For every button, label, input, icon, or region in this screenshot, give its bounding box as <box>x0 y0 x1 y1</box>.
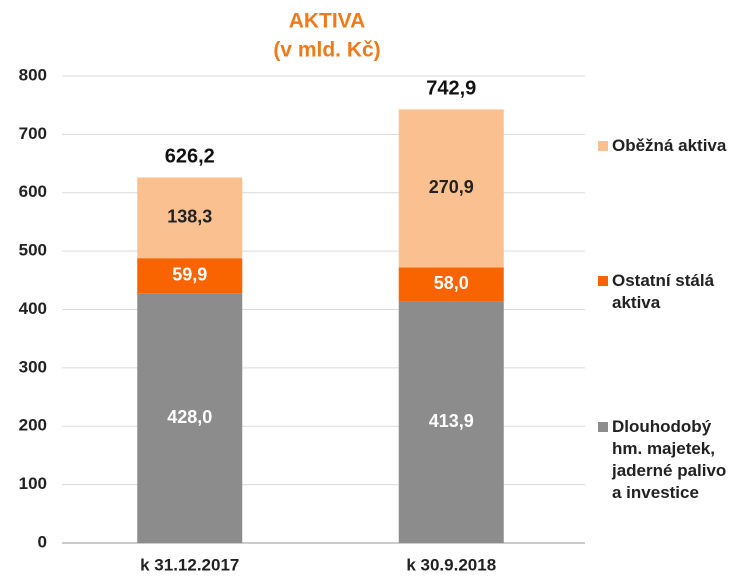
legend-item: Dlouhodobý hm. majetek, jaderné palivo a… <box>598 416 748 504</box>
x-tick-label: k 30.9.2018 <box>406 555 496 574</box>
legend-label: Oběžná aktiva <box>612 136 727 155</box>
y-tick-label: 800 <box>19 65 47 84</box>
y-tick-label: 100 <box>19 474 47 493</box>
legend-item: Ostatní stálá aktiva <box>598 270 748 314</box>
chart-subtitle: (v mld. Kč) <box>273 39 380 62</box>
bar-segment <box>137 177 243 259</box>
value-label: 58,0 <box>434 273 469 293</box>
value-label: 413,9 <box>429 411 474 431</box>
y-tick-label: 200 <box>19 416 47 435</box>
x-tick-label: k 31.12.2017 <box>140 555 239 574</box>
value-label: 270,9 <box>429 177 474 197</box>
bar-segment <box>398 109 504 268</box>
legend-item: Oběžná aktiva <box>598 135 748 157</box>
y-tick-label: 700 <box>19 124 47 143</box>
value-label: 428,0 <box>167 407 212 427</box>
y-tick-label: 600 <box>19 182 47 201</box>
y-tick-label: 300 <box>19 357 47 376</box>
legend-label: Dlouhodobý hm. majetek, jaderné palivo a… <box>612 417 727 502</box>
chart-title: AKTIVA <box>289 10 366 33</box>
legend-swatch <box>598 276 608 286</box>
value-label: 59,9 <box>172 264 207 284</box>
y-tick-label: 0 <box>38 532 47 551</box>
legend-label: Ostatní stálá aktiva <box>612 271 715 312</box>
bar-segment <box>398 301 504 543</box>
legend-swatch <box>598 141 608 151</box>
y-tick-label: 500 <box>19 241 47 260</box>
value-label: 138,3 <box>167 207 212 227</box>
bar-segment <box>137 293 243 543</box>
bar-segment <box>398 267 504 302</box>
total-label: 742,9 <box>426 78 476 100</box>
bar-segment <box>137 258 243 294</box>
total-label: 626,2 <box>165 146 215 168</box>
legend-swatch <box>598 422 608 432</box>
y-tick-label: 400 <box>19 299 47 318</box>
